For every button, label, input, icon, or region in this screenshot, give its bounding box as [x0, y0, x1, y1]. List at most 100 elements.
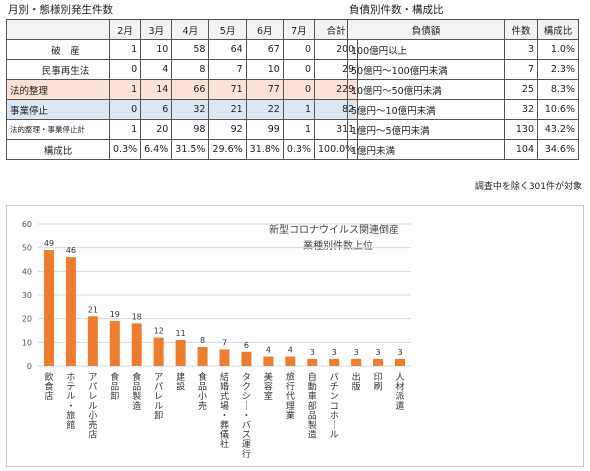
table-cell: 6.4%: [140, 139, 173, 160]
x-tick-label: 食品製造: [132, 371, 141, 412]
chart-subtitle: 業種別件数上位: [303, 241, 373, 252]
row-label: 50億円～100億円未満: [347, 59, 505, 80]
header-cell: 4月: [171, 19, 210, 40]
table-cell: 8.3%: [537, 79, 579, 100]
bar: [351, 358, 362, 366]
table-row: 破 産 1 10 58 64 67 0 200: [6, 39, 359, 60]
table-cell: 10: [140, 39, 173, 60]
row-label: 破 産: [6, 39, 110, 60]
row-label: 構成比: [6, 139, 110, 160]
table-cell: 32: [171, 99, 210, 120]
header-cell: 構成比: [537, 19, 579, 40]
bar: [373, 358, 384, 366]
table-row: 1億円未満 104 34.6%: [347, 139, 579, 160]
table-cell: 4: [140, 59, 173, 80]
row-label: 10億円～50億円未満: [347, 79, 505, 100]
table-cell: 99: [245, 119, 284, 140]
data-label: 4: [266, 346, 271, 355]
table-cell: 1: [282, 119, 315, 140]
table-cell: 6: [140, 99, 173, 120]
x-tick-label: 印刷: [374, 371, 383, 393]
data-label: 46: [66, 246, 76, 255]
bar: [241, 351, 252, 366]
header-cell: 2月: [108, 19, 142, 40]
table-cell: 10: [245, 59, 284, 80]
data-label: 7: [222, 338, 227, 347]
table-cell: 130: [504, 119, 538, 140]
table-row: 5億円～10億円未満 32 10.6%: [347, 99, 579, 120]
table-cell: 0: [108, 59, 142, 80]
data-label: 6: [244, 341, 249, 350]
header-cell: 件数: [504, 19, 538, 40]
table-cell: 0: [282, 39, 315, 60]
data-label: 18: [132, 312, 142, 321]
bar: [197, 347, 208, 366]
data-label: 21: [88, 305, 98, 314]
table-cell: 10.6%: [537, 99, 579, 120]
table-row-highlight: 事業停止 0 6 32 21 22 1 82: [6, 99, 359, 120]
table-cell: 1: [282, 99, 315, 120]
bar-chart: 新型コロナウイルス関連倒産 業種別件数上位 0 10 20 30 40 50 60 49 飲食店…: [6, 205, 584, 467]
table-cell: 1.0%: [537, 39, 579, 60]
header-cell: 3月: [140, 19, 173, 40]
table-cell: 20: [140, 119, 173, 140]
table-cell: 32: [504, 99, 538, 120]
data-label: 3: [397, 348, 402, 357]
x-tick-label: ホテル・旅館: [66, 372, 75, 431]
header-cell: 7月: [282, 19, 315, 40]
table-cell: 71: [208, 79, 247, 100]
data-label: 3: [354, 348, 359, 357]
data-label: 8: [200, 336, 205, 345]
bar: [175, 339, 186, 366]
x-tick-label: 旅行代理業: [286, 371, 295, 421]
monthly-table: 2月 3月 4月 5月 6月 7月 合計 破 産 1 10 58 64 67 0…: [6, 19, 359, 160]
data-label: 11: [176, 329, 186, 338]
table-cell: 43.2%: [537, 119, 579, 140]
table-cell: 22: [245, 99, 284, 120]
bar: [65, 257, 76, 366]
data-label: 3: [310, 348, 315, 357]
table-cell: 104: [504, 139, 538, 160]
table-cell: 7: [208, 59, 247, 80]
table-cell: 92: [208, 119, 247, 140]
header-cell: 5月: [208, 19, 247, 40]
header-cell: 負債額: [347, 19, 505, 40]
table-cell: 98: [171, 119, 210, 140]
left-table-title: 月別・態様別発生件数: [8, 4, 113, 16]
x-tick-label: 結婚式場・葬儀社: [220, 371, 229, 450]
bar: [131, 323, 142, 366]
table-row: 100億円以上 3 1.0%: [347, 39, 579, 60]
table-cell: 77: [245, 79, 284, 100]
data-label: 12: [154, 327, 164, 336]
x-tick-label: 美容室: [264, 371, 273, 402]
y-tick-label: 50: [22, 244, 32, 253]
bar: [87, 316, 98, 366]
data-label: 49: [44, 239, 54, 248]
table-cell: 0.3%: [282, 139, 315, 160]
x-tick-label: 人材派遣: [396, 372, 405, 412]
table-cell: 0: [108, 99, 142, 120]
table-cell: 3: [504, 39, 538, 60]
x-tick-label: 食品卸: [110, 371, 119, 402]
x-tick-label: 出版: [352, 371, 361, 393]
table-header-row: 2月 3月 4月 5月 6月 7月 合計: [6, 19, 359, 40]
table-row-highlight: 法的整理 1 14 66 71 77 0 229: [6, 79, 359, 100]
debt-table: 負債額 件数 構成比 100億円以上 3 1.0% 50億円～100億円未満 7…: [347, 19, 579, 160]
x-tick-label: タクシ｜・バス運行: [242, 372, 251, 460]
table-row: 法的整理・事業停止計 1 20 98 92 99 1 311: [6, 119, 359, 140]
table-row: 10億円～50億円未満 25 8.3%: [347, 79, 579, 100]
table-cell: 1: [108, 119, 142, 140]
y-tick-label: 0: [27, 362, 32, 371]
row-label: 100億円以上: [347, 39, 505, 60]
table-cell: 64: [208, 39, 247, 60]
table-cell: 34.6%: [537, 139, 579, 160]
table-cell: 2.3%: [537, 59, 579, 80]
table-cell: 29.6%: [208, 139, 247, 160]
table-cell: 8: [171, 59, 210, 80]
row-label: 1億円未満: [347, 139, 505, 160]
table-cell: 7: [504, 59, 538, 80]
table-cell: 1: [108, 39, 142, 60]
bar: [285, 356, 296, 366]
table-cell: 0: [282, 79, 315, 100]
y-tick-label: 20: [22, 315, 32, 324]
